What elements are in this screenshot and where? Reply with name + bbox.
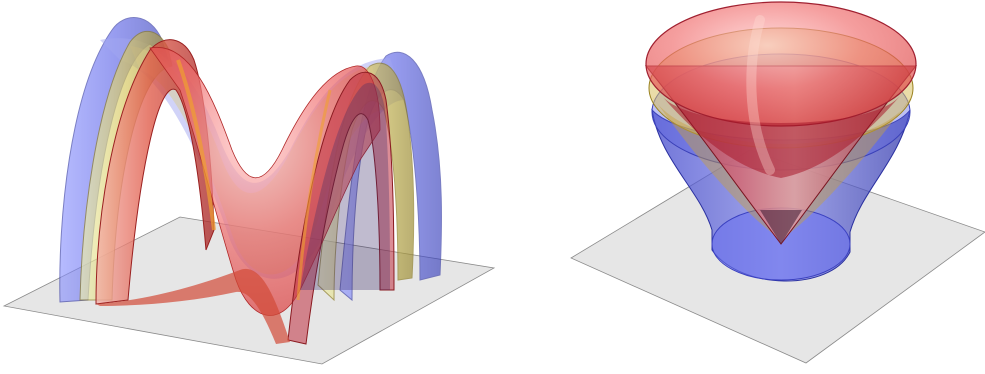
- red-saddle-surface: [95, 39, 395, 345]
- red-cone-surface: [644, 1, 918, 245]
- cone-hyperboloid-panel: [570, 1, 985, 364]
- saddle-surfaces-panel: [2, 17, 496, 365]
- right-arch-shadow: [300, 82, 390, 290]
